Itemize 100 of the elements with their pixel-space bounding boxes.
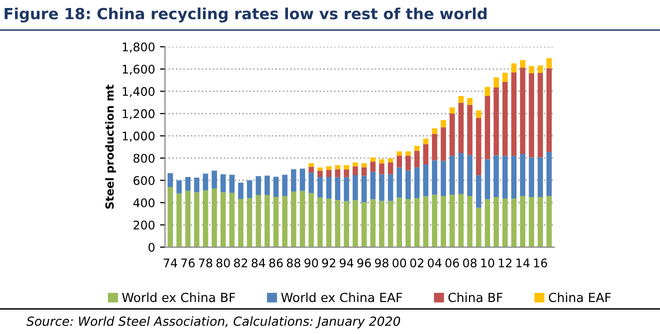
bar xyxy=(352,162,358,166)
bar xyxy=(361,167,367,176)
bar xyxy=(344,165,350,170)
bar xyxy=(528,157,534,197)
bar xyxy=(335,200,340,248)
bar xyxy=(282,196,288,248)
bar xyxy=(423,196,428,248)
bar xyxy=(484,199,490,248)
bar xyxy=(256,176,262,196)
y-tick-label: 1,600 xyxy=(122,64,154,75)
bar xyxy=(546,68,552,152)
bar xyxy=(264,195,270,248)
x-tick-label: 88 xyxy=(286,258,300,268)
bar xyxy=(317,177,323,198)
bar xyxy=(185,177,191,191)
bar xyxy=(335,165,340,170)
bar xyxy=(229,192,235,248)
bar xyxy=(220,174,226,192)
bar xyxy=(176,193,182,248)
bar xyxy=(476,118,482,176)
bar xyxy=(238,182,244,199)
bar xyxy=(326,198,332,248)
bar xyxy=(326,166,332,170)
bar xyxy=(528,73,534,158)
bar xyxy=(432,160,438,195)
bar xyxy=(344,169,350,178)
bar xyxy=(406,198,411,248)
bar xyxy=(511,156,517,199)
bar xyxy=(308,163,314,167)
bar xyxy=(308,193,314,248)
bar xyxy=(528,196,534,248)
bar xyxy=(352,166,358,176)
bar xyxy=(450,156,455,195)
bar xyxy=(396,167,402,198)
bar xyxy=(484,86,490,96)
bar xyxy=(520,154,526,196)
x-tick-label: 76 xyxy=(181,258,195,268)
bar xyxy=(273,176,279,198)
bar xyxy=(511,198,517,248)
bar xyxy=(494,155,499,197)
y-tick-label: 200 xyxy=(134,220,154,230)
bar xyxy=(546,152,552,196)
x-tick-label: 04 xyxy=(428,258,442,268)
y-tick-label: 1,400 xyxy=(122,87,154,98)
bar xyxy=(520,60,526,68)
bar xyxy=(202,174,208,190)
bar xyxy=(220,192,226,248)
bar xyxy=(440,120,446,128)
bar xyxy=(546,58,552,68)
legend-label: World ex China BF xyxy=(122,292,236,302)
bar xyxy=(176,180,182,194)
bar xyxy=(528,66,534,74)
x-tick-label: 74 xyxy=(164,258,178,268)
y-axis-title: Steel production mt xyxy=(105,84,116,209)
bar xyxy=(484,96,490,160)
x-tick-label: 06 xyxy=(445,258,459,268)
bar xyxy=(520,196,526,248)
x-tick-label: 12 xyxy=(498,258,512,268)
bar xyxy=(450,107,455,114)
bar xyxy=(300,168,306,191)
bar xyxy=(423,144,428,164)
bar xyxy=(335,169,340,178)
bar xyxy=(476,110,482,118)
bar xyxy=(352,200,358,248)
bar xyxy=(300,190,306,248)
x-tick-label: 00 xyxy=(392,258,406,268)
y-tick-label: 1,800 xyxy=(122,42,154,53)
bar xyxy=(308,166,314,173)
bar xyxy=(440,127,446,161)
bar xyxy=(168,187,173,248)
y-tick-label: 1,000 xyxy=(122,132,154,142)
bar xyxy=(317,170,323,178)
bar xyxy=(520,68,526,154)
bar xyxy=(396,151,402,156)
bar xyxy=(388,158,394,162)
bar xyxy=(502,82,508,156)
x-tick-label: 86 xyxy=(269,258,283,268)
bar xyxy=(414,198,420,248)
x-tick-label: 90 xyxy=(304,258,318,268)
x-tick-label: 78 xyxy=(198,258,212,268)
bar xyxy=(361,163,367,168)
bar xyxy=(494,196,499,248)
bar xyxy=(458,194,464,248)
x-tick-label: 92 xyxy=(322,258,336,268)
bar xyxy=(379,159,384,164)
bar xyxy=(538,157,543,197)
bar xyxy=(194,178,200,192)
bar xyxy=(414,167,420,198)
bar xyxy=(476,208,482,248)
bar xyxy=(212,188,217,248)
bar xyxy=(467,155,472,196)
bar xyxy=(432,194,438,248)
x-tick-label: 82 xyxy=(234,258,248,268)
x-tick-label: 14 xyxy=(516,258,530,268)
x-tick-label: 84 xyxy=(252,258,266,268)
bar xyxy=(352,175,358,200)
bar xyxy=(326,177,332,199)
bar xyxy=(388,200,394,248)
bar xyxy=(388,162,394,174)
bar xyxy=(476,175,482,208)
